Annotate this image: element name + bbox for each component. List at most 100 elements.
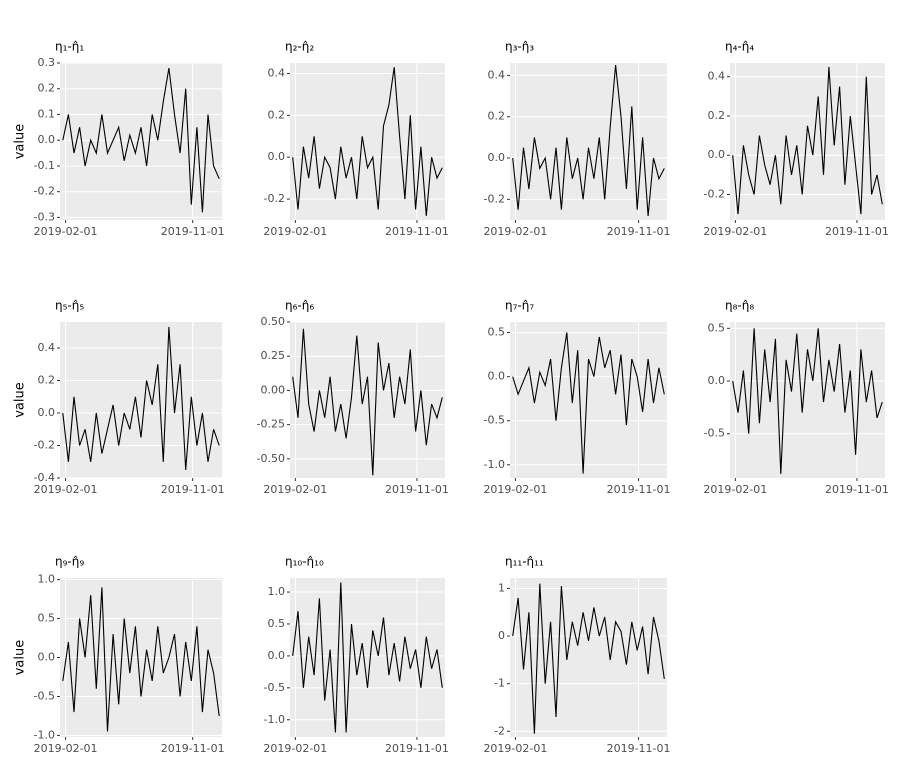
x-tick-label: 2019-02-01 [483,483,547,496]
y-tick-label: 0.0 [38,133,56,146]
y-tick-label: 0.0 [708,148,726,161]
y-tick-label: 0.2 [488,110,506,123]
y-tick-label: 1.0 [268,585,286,598]
y-tick-label: -0.5 [484,414,505,427]
y-tick-label: -0.2 [34,185,55,198]
panel-background [290,63,445,220]
x-tick-label: 2019-02-01 [263,225,327,238]
y-tick-label: -0.1 [34,159,55,172]
x-tick-label: 2019-11-01 [825,225,889,238]
y-tick-label: 0.4 [38,341,56,354]
y-tick-label: 0.2 [268,108,286,121]
y-tick-label: -0.2 [484,192,505,205]
y-tick-label: 0.0 [38,651,56,664]
y-tick-label: 0.2 [38,82,56,95]
panel-title: η₁₀-η̂₁₀ [285,555,324,569]
y-tick-label: 1.0 [38,573,56,586]
panel-title: η₁-η̂₁ [55,40,84,54]
y-axis-label: value [13,640,28,676]
panel-title: η₁₁-η̂₁₁ [505,555,544,569]
panel-title: η₃-η̂₃ [505,40,534,54]
y-tick-label: 0.0 [708,374,726,387]
panel-title: η₄-η̂₄ [725,40,754,54]
y-tick-label: 0.3 [38,56,56,69]
y-tick-label: 1 [498,581,505,594]
series-line [512,65,665,216]
y-tick-label: -0.2 [264,192,285,205]
y-tick-label: 0.25 [261,349,286,362]
panel-background [730,322,885,478]
panel-title: η₈-η̂₈ [725,299,754,313]
x-tick-label: 2019-02-01 [34,483,98,496]
y-tick-label: -0.50 [257,452,285,465]
y-tick-label: -1.0 [264,713,285,726]
y-tick-label: 0.0 [488,370,506,383]
x-tick-label: 2019-02-01 [34,742,98,755]
series-line [62,326,220,470]
panel-background [290,578,445,737]
x-tick-label: 2019-11-01 [607,225,671,238]
series-line [292,328,443,476]
x-tick-label: 2019-11-01 [161,225,225,238]
y-tick-label: -0.2 [34,439,55,452]
series-line [512,332,665,474]
panel-title: η₇-η̂₇ [505,299,534,313]
y-tick-label: -0.2 [704,187,725,200]
x-tick-label: 2019-02-01 [263,742,327,755]
y-tick-label: 0.1 [38,107,56,120]
series-line [732,66,883,215]
y-tick-label: -1.0 [484,458,505,471]
y-tick-label: 0.0 [38,406,56,419]
y-tick-label: 0.4 [708,70,726,83]
x-tick-label: 2019-02-01 [703,483,767,496]
panel-background [510,63,667,220]
y-tick-label: -0.3 [34,210,55,223]
x-tick-label: 2019-02-01 [483,742,547,755]
y-tick-label: 0.2 [38,374,56,387]
y-tick-label: 0.2 [708,109,726,122]
series-line [292,67,443,216]
y-tick-label: -1.0 [34,728,55,741]
panel-title: η₆-η̂₆ [285,299,314,313]
y-tick-label: -0.5 [264,681,285,694]
y-tick-label: 0.4 [488,68,506,81]
x-tick-label: 2019-02-01 [703,225,767,238]
y-tick-label: 0.50 [261,315,286,328]
y-tick-label: -0.4 [34,471,55,484]
panel-title: η₉-η̂₉ [55,555,84,569]
x-tick-label: 2019-02-01 [34,225,98,238]
x-tick-label: 2019-11-01 [607,483,671,496]
y-tick-label: 0.00 [261,383,286,396]
x-tick-label: 2019-11-01 [385,225,449,238]
y-tick-label: 0.0 [268,649,286,662]
y-axis-label: value [13,382,28,418]
y-tick-label: 0.5 [268,617,286,630]
y-tick-label: 0.5 [488,326,506,339]
y-tick-label: 0 [498,629,505,642]
x-tick-label: 2019-11-01 [385,483,449,496]
x-tick-label: 2019-02-01 [263,483,327,496]
x-tick-label: 2019-11-01 [161,483,225,496]
series-line [732,328,883,474]
panel-background [510,578,667,737]
y-tick-label: 0.4 [268,66,286,79]
x-tick-label: 2019-11-01 [607,742,671,755]
x-tick-label: 2019-02-01 [483,225,547,238]
y-tick-label: 0.0 [268,150,286,163]
y-tick-label: -0.25 [257,418,285,431]
panel-title: η₂-η̂₂ [285,40,314,54]
y-tick-label: -1 [494,677,505,690]
y-tick-label: 0.5 [38,612,56,625]
y-tick-label: -0.5 [704,427,725,440]
x-tick-label: 2019-11-01 [825,483,889,496]
series-line [512,583,665,734]
y-tick-label: -0.5 [34,689,55,702]
x-tick-label: 2019-11-01 [385,742,449,755]
y-axis-label: value [13,124,28,160]
y-tick-label: 0.0 [488,151,506,164]
y-tick-label: -2 [494,724,505,737]
series-line [292,582,443,733]
panel-title: η₅-η̂₅ [55,299,84,313]
x-tick-label: 2019-11-01 [161,742,225,755]
